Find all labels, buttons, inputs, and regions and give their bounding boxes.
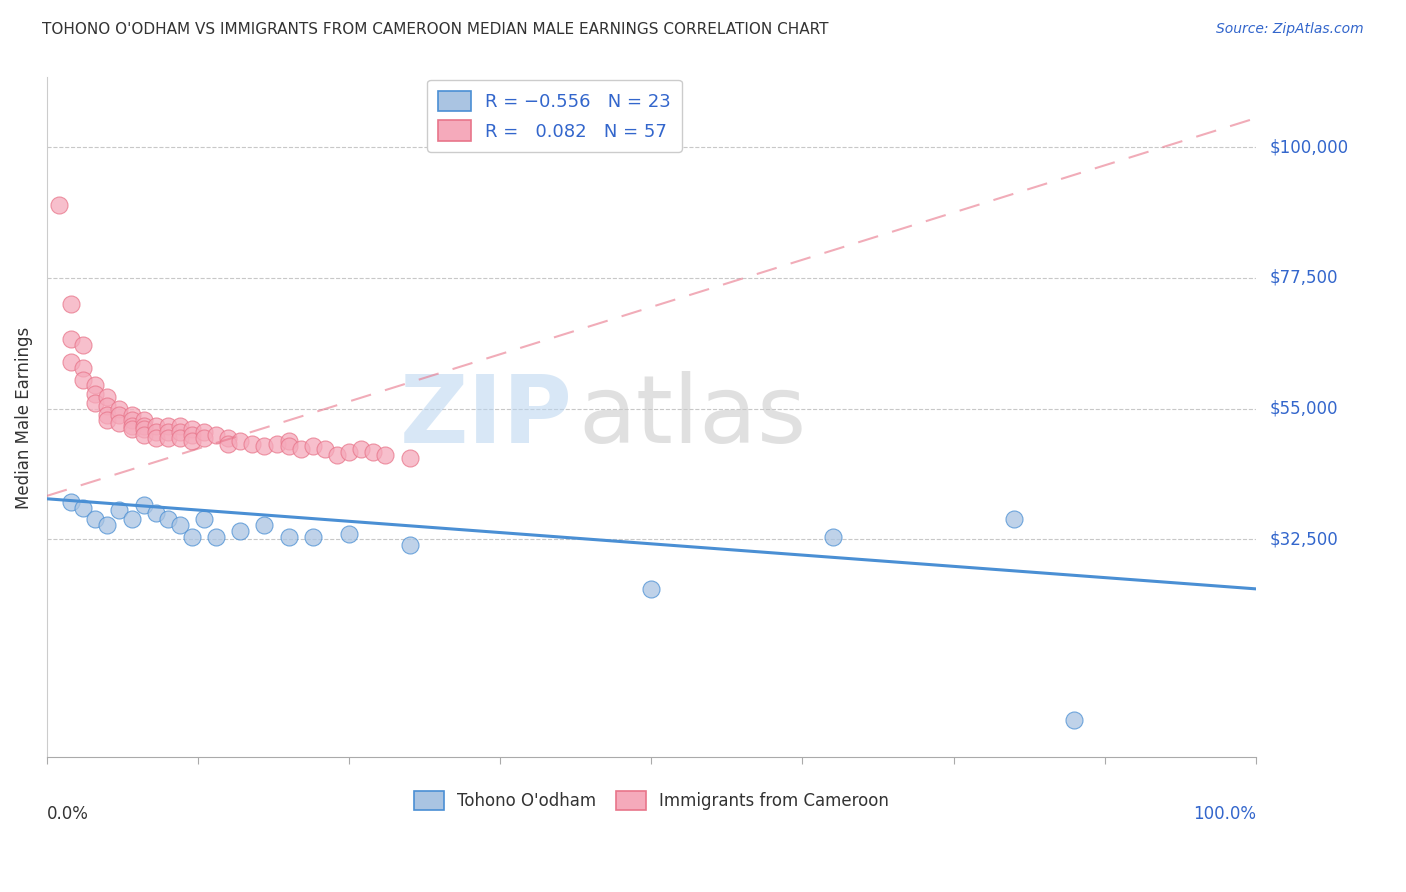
Point [181,530,204,544]
Point [156,425,179,439]
Point [84,378,107,392]
Point [84,387,107,401]
Point [108,408,131,422]
Point [398,451,420,466]
Text: Source: ZipAtlas.com: Source: ZipAtlas.com [1216,22,1364,37]
Point [337,445,360,459]
Point [121,512,143,526]
Point [108,416,131,430]
Point [181,434,204,448]
Point [96,399,118,413]
Point [72,338,94,352]
Point [156,512,179,526]
Point [242,436,264,450]
Point [193,431,215,445]
Point [277,434,299,448]
Y-axis label: Median Male Earnings: Median Male Earnings [15,326,32,508]
Point [229,434,252,448]
Point [205,530,228,544]
Point [132,419,155,434]
Point [60,355,83,369]
Point [363,445,385,459]
Point [290,442,312,457]
Point [1063,713,1085,727]
Text: 100.0%: 100.0% [1192,805,1256,823]
Point [132,428,155,442]
Point [326,448,349,462]
Point [96,413,118,427]
Point [640,582,662,596]
Point [253,517,276,532]
Point [121,413,143,427]
Point [169,425,191,439]
Point [314,442,336,457]
Point [96,408,118,422]
Point [302,440,325,454]
Point [108,503,131,517]
Point [72,500,94,515]
Point [84,512,107,526]
Point [121,408,143,422]
Point [205,428,228,442]
Point [145,506,167,520]
Point [350,442,373,457]
Point [277,530,299,544]
Point [169,419,191,434]
Point [96,390,118,404]
Point [156,431,179,445]
Point [217,436,239,450]
Point [60,332,83,346]
Text: TOHONO O'ODHAM VS IMMIGRANTS FROM CAMEROON MEDIAN MALE EARNINGS CORRELATION CHAR: TOHONO O'ODHAM VS IMMIGRANTS FROM CAMERO… [42,22,828,37]
Point [48,198,70,212]
Point [169,517,191,532]
Point [84,396,107,410]
Text: $55,000: $55,000 [1270,400,1339,417]
Point [374,448,396,462]
Point [277,440,299,454]
Point [181,428,204,442]
Point [132,413,155,427]
Text: atlas: atlas [579,371,807,464]
Point [145,431,167,445]
Point [156,419,179,434]
Point [145,425,167,439]
Point [302,530,325,544]
Point [181,422,204,436]
Point [266,436,288,450]
Point [108,401,131,416]
Point [217,431,239,445]
Point [337,526,360,541]
Point [121,419,143,434]
Point [193,512,215,526]
Legend: Tohono O'odham, Immigrants from Cameroon: Tohono O'odham, Immigrants from Cameroon [406,784,896,817]
Text: $32,500: $32,500 [1270,531,1339,549]
Point [132,498,155,512]
Text: $77,500: $77,500 [1270,269,1339,287]
Point [72,361,94,376]
Point [253,440,276,454]
Text: $100,000: $100,000 [1270,138,1348,156]
Point [169,431,191,445]
Text: 0.0%: 0.0% [46,805,89,823]
Point [72,373,94,387]
Point [229,524,252,538]
Point [145,419,167,434]
Point [60,494,83,508]
Point [1002,512,1025,526]
Point [193,425,215,439]
Point [60,297,83,311]
Point [821,530,844,544]
Point [132,422,155,436]
Text: ZIP: ZIP [399,371,572,464]
Point [96,517,118,532]
Point [398,538,420,552]
Point [121,422,143,436]
